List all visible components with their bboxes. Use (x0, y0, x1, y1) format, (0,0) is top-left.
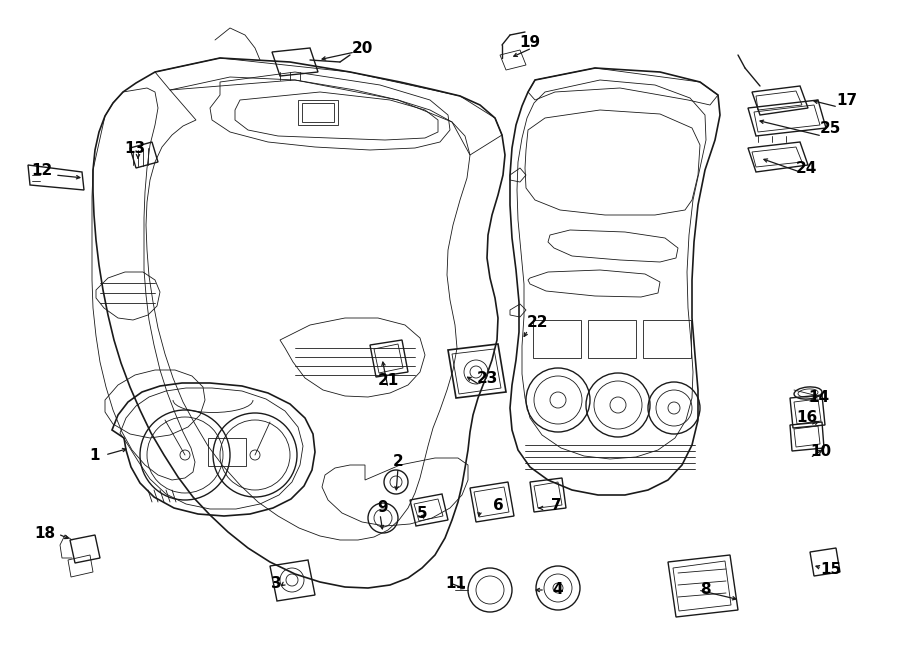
Bar (588, 320, 636, 358)
Text: 14: 14 (808, 389, 829, 404)
Text: 5: 5 (417, 506, 428, 520)
Text: 3: 3 (272, 575, 282, 591)
Text: 7: 7 (551, 498, 562, 512)
Text: 21: 21 (377, 373, 399, 387)
Text: 1: 1 (89, 448, 100, 463)
Text: 12: 12 (32, 162, 53, 177)
Text: 19: 19 (519, 34, 541, 50)
Bar (298, 100, 338, 125)
Text: 6: 6 (492, 498, 503, 512)
Text: 8: 8 (699, 583, 710, 598)
Text: 11: 11 (445, 575, 466, 591)
Text: 16: 16 (796, 410, 817, 426)
Text: 4: 4 (553, 583, 563, 598)
Bar (643, 320, 691, 358)
Text: 9: 9 (378, 500, 388, 516)
Text: 18: 18 (34, 526, 55, 542)
Bar (533, 320, 581, 358)
Text: 10: 10 (810, 444, 831, 459)
Bar (302, 103, 334, 122)
Text: 13: 13 (124, 140, 146, 156)
Text: 17: 17 (836, 93, 857, 107)
Text: 24: 24 (796, 160, 817, 175)
Text: 20: 20 (352, 40, 374, 56)
Text: 23: 23 (476, 371, 498, 385)
Text: 22: 22 (527, 314, 548, 330)
Text: 2: 2 (392, 455, 403, 469)
Bar (208, 438, 246, 466)
Text: 15: 15 (820, 563, 842, 577)
Text: 25: 25 (820, 120, 842, 136)
